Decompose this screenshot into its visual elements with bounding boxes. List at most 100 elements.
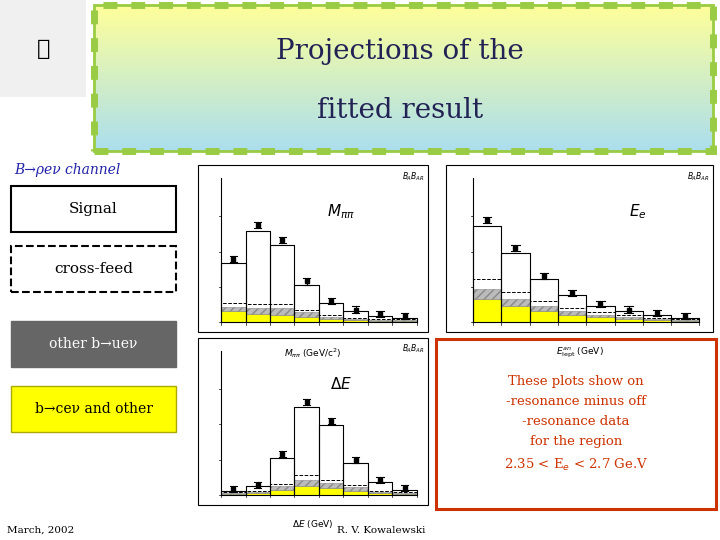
- Text: Projections of the: Projections of the: [276, 38, 523, 65]
- Bar: [343, 488, 368, 490]
- Bar: [94, 19, 713, 22]
- Bar: [246, 314, 270, 322]
- Bar: [270, 490, 294, 495]
- Bar: [392, 494, 417, 495]
- Bar: [94, 94, 713, 98]
- Bar: [94, 87, 713, 90]
- Bar: [94, 136, 713, 139]
- Bar: [94, 11, 713, 15]
- Text: March, 2002: March, 2002: [7, 526, 74, 535]
- Bar: [94, 26, 713, 30]
- Text: R. V. Kowalewski: R. V. Kowalewski: [338, 526, 426, 535]
- Bar: [246, 308, 270, 314]
- Bar: [94, 126, 713, 130]
- Bar: [343, 490, 368, 495]
- Bar: [446, 165, 713, 332]
- Bar: [94, 5, 713, 151]
- Bar: [473, 299, 501, 322]
- Text: other b→ueν: other b→ueν: [50, 338, 138, 351]
- Bar: [94, 111, 713, 115]
- Bar: [94, 38, 713, 42]
- Text: $\Delta E$ (GeV): $\Delta E$ (GeV): [292, 518, 334, 530]
- Bar: [319, 319, 343, 322]
- Bar: [671, 321, 700, 322]
- FancyBboxPatch shape: [11, 246, 176, 292]
- Bar: [94, 102, 713, 105]
- Bar: [294, 487, 319, 495]
- Bar: [368, 321, 392, 322]
- Bar: [94, 53, 713, 56]
- FancyBboxPatch shape: [11, 386, 176, 432]
- Text: fitted result: fitted result: [317, 97, 482, 124]
- Bar: [530, 306, 558, 312]
- Bar: [94, 56, 713, 59]
- Text: $B_{\!A}B_{AR}$: $B_{\!A}B_{AR}$: [402, 170, 425, 183]
- Text: These plots show on
-resonance minus off
-resonance data
for the region
2.35 < E: These plots show on -resonance minus off…: [504, 375, 648, 472]
- Bar: [501, 306, 530, 322]
- Bar: [294, 313, 319, 317]
- Bar: [0, 0, 86, 97]
- Bar: [558, 315, 586, 322]
- Bar: [246, 492, 270, 495]
- Text: 🐘: 🐘: [37, 38, 50, 59]
- Bar: [368, 491, 392, 492]
- Bar: [246, 491, 270, 492]
- Bar: [671, 320, 700, 321]
- Bar: [270, 308, 294, 315]
- Bar: [94, 77, 713, 80]
- Text: $\Delta E$: $\Delta E$: [330, 376, 352, 393]
- Bar: [94, 116, 713, 120]
- Bar: [198, 165, 428, 332]
- Bar: [343, 320, 368, 322]
- Text: $M_{\pi\pi}$ (GeV/c$^2$): $M_{\pi\pi}$ (GeV/c$^2$): [284, 346, 342, 360]
- Bar: [221, 312, 246, 322]
- Bar: [643, 319, 671, 320]
- FancyBboxPatch shape: [436, 339, 716, 509]
- Bar: [94, 121, 713, 125]
- Bar: [94, 70, 713, 73]
- Bar: [558, 312, 586, 315]
- Bar: [94, 33, 713, 37]
- Bar: [94, 51, 713, 54]
- Bar: [319, 489, 343, 495]
- Text: cross-feed: cross-feed: [54, 262, 133, 275]
- Bar: [94, 85, 713, 88]
- Bar: [94, 128, 713, 132]
- FancyBboxPatch shape: [11, 321, 176, 367]
- Bar: [94, 68, 713, 71]
- Bar: [392, 492, 417, 494]
- Bar: [294, 480, 319, 487]
- Bar: [94, 24, 713, 27]
- Bar: [94, 60, 713, 64]
- Text: $E_e$: $E_e$: [629, 202, 647, 221]
- Bar: [586, 317, 615, 322]
- Text: $B_{\!A}B_{AR}$: $B_{\!A}B_{AR}$: [402, 343, 425, 355]
- Bar: [530, 312, 558, 322]
- FancyBboxPatch shape: [11, 186, 176, 232]
- Bar: [94, 145, 713, 149]
- Bar: [94, 72, 713, 76]
- Bar: [94, 109, 713, 112]
- Bar: [94, 92, 713, 95]
- Text: $M_{\pi\pi}$: $M_{\pi\pi}$: [327, 202, 355, 221]
- Text: b→ceν and other: b→ceν and other: [35, 402, 153, 416]
- Bar: [319, 483, 343, 489]
- Text: Signal: Signal: [69, 202, 118, 216]
- Bar: [94, 31, 713, 35]
- Bar: [94, 22, 713, 25]
- Bar: [94, 36, 713, 39]
- Bar: [94, 14, 713, 17]
- Bar: [94, 29, 713, 32]
- Bar: [270, 315, 294, 322]
- Bar: [94, 41, 713, 44]
- Bar: [94, 97, 713, 100]
- Bar: [94, 48, 713, 51]
- Bar: [94, 138, 713, 141]
- Bar: [615, 319, 643, 322]
- Text: $B_{\!A}B_{AR}$: $B_{\!A}B_{AR}$: [687, 170, 709, 183]
- Bar: [94, 118, 713, 122]
- Bar: [94, 104, 713, 107]
- Bar: [368, 320, 392, 321]
- Bar: [94, 147, 713, 151]
- Bar: [94, 114, 713, 117]
